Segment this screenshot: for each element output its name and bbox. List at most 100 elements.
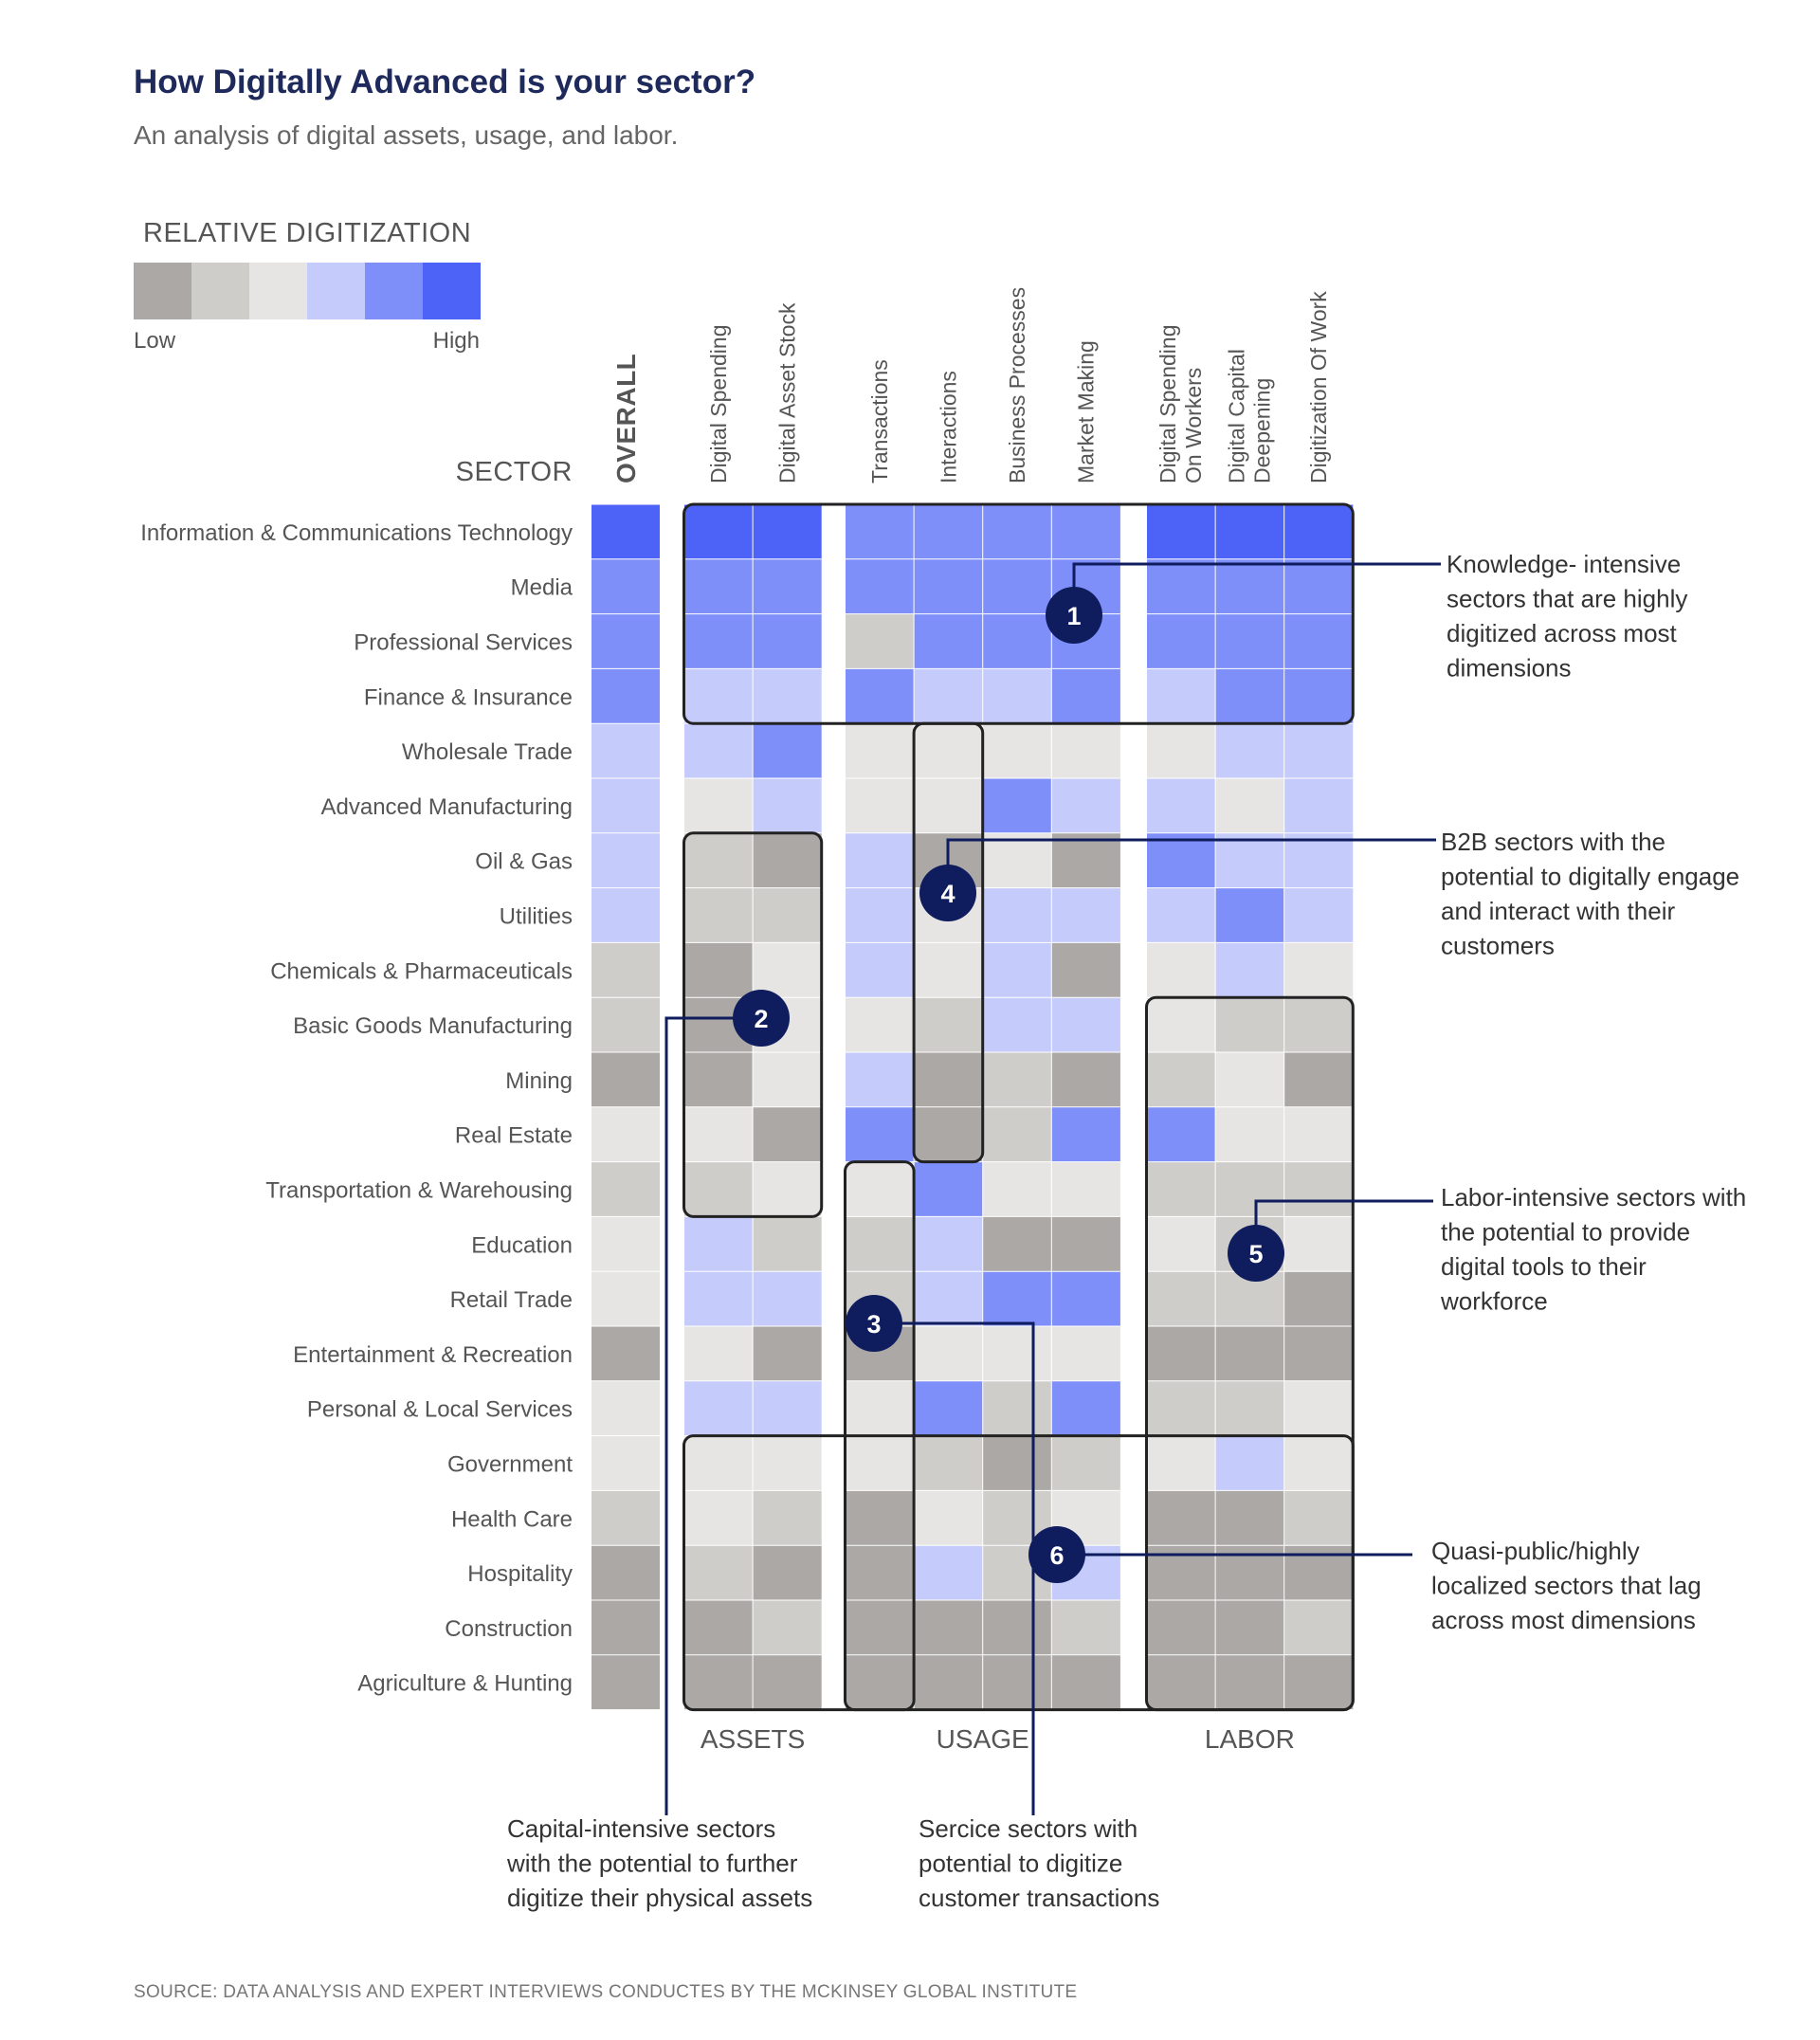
heatmap-cell [1283,613,1354,669]
heatmap-cell [1215,1435,1284,1491]
heatmap-cell [1051,1600,1120,1655]
heatmap-cell [1283,1271,1354,1326]
heatmap-cell [1146,1106,1216,1162]
heatmap-cell [753,504,822,559]
heatmap-cell [1283,1326,1354,1381]
heatmap-cell [1051,668,1120,724]
annotation-text: Labor-intensive sectors with the potentia… [1440,1183,1746,1316]
heatmap-cell [1146,1490,1216,1546]
column-header: Digitization Of Work [1306,291,1331,483]
heatmap-cell [914,778,983,833]
heatmap-cell [683,1600,754,1655]
heatmap-cell [753,1380,822,1436]
heatmap-cell [1283,558,1354,614]
heatmap-cell [683,1326,754,1381]
heatmap-cell [845,1490,915,1546]
heatmap-cell [845,558,915,614]
heatmap-cell [753,1435,822,1491]
heatmap-cell [753,1216,822,1272]
overall-cell [592,1326,660,1381]
heatmap-cell [753,942,822,998]
heatmap-cell [982,558,1052,614]
heatmap-cell [1215,997,1284,1052]
overall-cell [592,1600,660,1655]
heatmap-cell [683,1435,754,1491]
heatmap-cell [1215,1052,1284,1107]
overall-cell [592,887,660,943]
sector-label: Chemicals & Pharmaceuticals [270,958,573,984]
heatmap-cell [914,1271,983,1326]
heatmap-cell [914,1052,983,1107]
heatmap-cell [982,1052,1052,1107]
heatmap-cell [1146,832,1216,888]
heatmap-cell [753,1052,822,1107]
overall-cell [592,1052,660,1107]
heatmap-cell [982,613,1052,669]
heatmap-cell [683,558,754,614]
heatmap-cell [1215,1600,1284,1655]
heatmap-cell [753,1490,822,1546]
overall-cell [592,1216,660,1272]
legend-swatch-6 [423,263,481,319]
heatmap-cell [1283,832,1354,888]
overall-cell [592,1654,660,1710]
annotation-number: 6 [1049,1541,1064,1570]
sector-label: Real Estate [455,1123,573,1149]
overall-cell [592,778,660,833]
overall-cell [592,668,660,724]
heatmap-cell [753,1326,822,1381]
sector-label: Media [511,575,573,601]
heatmap-cell [1283,1380,1354,1436]
annotation-leader-line [664,1016,761,1815]
heatmap-cell [1215,942,1284,998]
heatmap-cell [1051,723,1120,778]
heatmap-cell [982,723,1052,778]
heatmap-cell [683,668,754,724]
heatmap-cell [982,1216,1052,1272]
annotation-marker [1046,587,1102,644]
heatmap-cell [914,1435,983,1491]
sector-label: Agriculture & Hunting [357,1671,573,1697]
heatmap-cell [845,668,915,724]
heatmap-cell [683,1161,754,1217]
heatmap-cell [982,1380,1052,1436]
annotation-marker [919,865,976,921]
annotation-text: Knowledge- intensive sectors that are hig… [1447,550,1687,683]
heatmap-cell [1283,778,1354,833]
heatmap-cell [845,1216,915,1272]
heatmap-cell [1146,1600,1216,1655]
heatmap-cell [1215,832,1284,888]
annotation-marker [846,1295,902,1352]
heatmap-cell [1283,997,1354,1052]
heatmap-cell [914,1326,983,1381]
column-header: Digital SpendingOn Workers [1156,324,1206,483]
column-headers: Digital Spending Digital Asset Stock Trans… [706,287,1331,483]
heatmap-cell [845,1435,915,1491]
legend-swatch-3 [249,263,307,319]
sector-label: Personal & Local Services [307,1397,573,1423]
heatmap-cell [753,613,822,669]
heatmap-cell [1283,942,1354,998]
heatmap-cell [753,1161,822,1217]
column-header: Digital Spending [706,324,731,483]
heatmap-cell [1146,1435,1216,1491]
heatmap-cell [1146,887,1216,943]
heatmap-cell [683,1106,754,1162]
heatmap-cell [1051,832,1120,888]
heatmap-cell [1146,558,1216,614]
legend-swatch-1 [134,263,191,319]
heatmap-cell [1283,887,1354,943]
heatmap-cell [914,1380,983,1436]
heatmap-cell [914,668,983,724]
heatmap-cell [845,1161,915,1217]
annotation-number: 2 [754,1005,768,1033]
heatmap-cell [1146,613,1216,669]
column-header: Digital CapitalDeepening [1224,349,1274,483]
heatmap-cell [845,1545,915,1600]
annotations: 1 Knowledge- intensive sectors that are hi… [506,550,1746,1912]
sector-header: SECTOR [456,457,573,487]
heatmap-cell [1215,613,1284,669]
heatmap-cell [1051,1161,1120,1217]
heatmap-cell [914,1490,983,1546]
